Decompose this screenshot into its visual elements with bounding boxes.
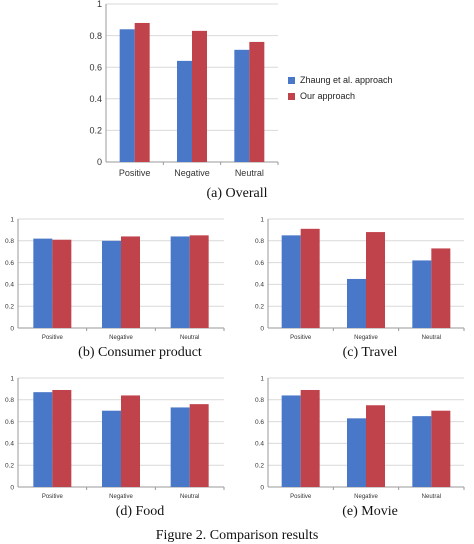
bar (281, 235, 301, 328)
x-category-label: Positive (42, 335, 64, 341)
y-tick-label: 0.8 (5, 397, 14, 404)
legend-item-series-1: Zhaung et al. approach (288, 72, 393, 88)
bar (33, 238, 53, 328)
bar (234, 49, 250, 162)
bar (134, 22, 150, 163)
bar (170, 407, 190, 487)
y-tick-label: 0.6 (5, 260, 14, 267)
y-tick-label: 0 (10, 325, 14, 332)
x-category-label: Negative (354, 335, 378, 341)
figure-caption: Figure 2. Comparison results (155, 528, 319, 543)
chart-travel: 0 0.2 0.4 0.6 0.8 1 Positive Negative Neutral (255, 216, 465, 341)
y-tick-label: 0.2 (255, 462, 264, 469)
bar (249, 41, 265, 162)
y-tick-label: 0.4 (5, 282, 14, 289)
bar (189, 404, 209, 487)
y-tick-label: 0 (10, 484, 14, 491)
y-tick-label: 0.8 (89, 31, 102, 41)
bar (347, 418, 366, 487)
x-category-label: Neutral (422, 335, 441, 341)
bar (52, 239, 72, 328)
legend-swatch-series-2 (288, 92, 295, 100)
y-tick-label: 0.6 (89, 62, 102, 72)
bar (366, 405, 385, 487)
y-tick-label: 0.6 (5, 419, 14, 426)
bar (300, 228, 320, 328)
bar (102, 410, 121, 487)
y-tick-label: 1 (10, 216, 14, 223)
chart-legend: Zhaung et al. approach Our approach (288, 72, 393, 104)
x-category-label: Neutral (180, 335, 199, 341)
caption-overall: (a) Overall (206, 186, 268, 201)
x-category-label: Negative (354, 494, 378, 500)
bar (412, 260, 432, 328)
bar (281, 395, 301, 487)
x-category-label: Negative (174, 168, 210, 178)
y-tick-label: 1 (97, 0, 102, 9)
legend-label-series-2: Our approach (300, 91, 356, 101)
y-tick-label: 0.8 (5, 238, 14, 245)
legend-label-series-1: Zhaung et al. approach (300, 75, 393, 85)
x-category-label: Neutral (235, 168, 264, 178)
y-tick-label: 0.2 (255, 303, 264, 310)
chart-movie: 0 0.2 0.4 0.6 0.8 1 Positive Negative Neutral (255, 375, 465, 500)
x-category-label: Positive (42, 494, 64, 500)
bar (119, 29, 135, 163)
bar (170, 236, 190, 328)
y-tick-label: 0.6 (255, 260, 264, 267)
y-tick-label: 0 (260, 484, 264, 491)
bar (33, 392, 53, 487)
caption-food: (d) Food (115, 504, 165, 519)
y-tick-label: 1 (260, 375, 264, 382)
y-tick-label: 0.2 (5, 303, 14, 310)
legend-item-series-2: Our approach (288, 88, 393, 104)
x-category-label: Positive (290, 335, 312, 341)
y-tick-label: 0.4 (5, 441, 14, 448)
bar (412, 416, 432, 487)
y-tick-label: 0 (260, 325, 264, 332)
bar (300, 389, 320, 487)
caption-movie: (e) Movie (342, 504, 398, 519)
bar (189, 235, 209, 328)
y-tick-label: 0.8 (255, 238, 264, 245)
chart-consumer-product: 0 0.2 0.4 0.6 0.8 1 Positive Negative Neutral (5, 216, 225, 341)
y-tick-label: 0.4 (255, 441, 264, 448)
y-tick-label: 0.8 (255, 397, 264, 404)
bar (192, 30, 207, 162)
y-tick-label: 0 (97, 157, 102, 167)
chart-overall: 0 0.2 0.4 0.6 0.8 1 Positive Negative Neutral (89, 0, 279, 178)
y-tick-label: 0.4 (89, 94, 102, 104)
x-category-label: Positive (290, 494, 312, 500)
bar (121, 395, 140, 487)
y-tick-label: 0.2 (5, 462, 14, 469)
x-category-label: Negative (109, 494, 133, 500)
x-category-label: Neutral (180, 494, 199, 500)
bar (52, 389, 72, 487)
bar (177, 60, 192, 162)
bar (347, 278, 366, 328)
bar (121, 236, 140, 328)
bar (431, 248, 451, 328)
chart-food: 0 0.2 0.4 0.6 0.8 1 Positive Negative Neutral (5, 375, 225, 500)
bar (431, 410, 451, 487)
bar (366, 232, 385, 328)
caption-travel: (c) Travel (342, 345, 398, 360)
caption-consumer-product: (b) Consumer product (78, 345, 202, 360)
x-category-label: Negative (109, 335, 133, 341)
y-tick-label: 0.4 (255, 282, 264, 289)
y-tick-label: 1 (10, 375, 14, 382)
x-category-label: Positive (119, 168, 151, 178)
bar (102, 240, 121, 328)
x-category-label: Neutral (422, 494, 441, 500)
y-tick-label: 1 (260, 216, 264, 223)
y-tick-label: 0.6 (255, 419, 264, 426)
legend-swatch-series-1 (288, 76, 295, 84)
y-tick-label: 0.2 (89, 126, 102, 136)
